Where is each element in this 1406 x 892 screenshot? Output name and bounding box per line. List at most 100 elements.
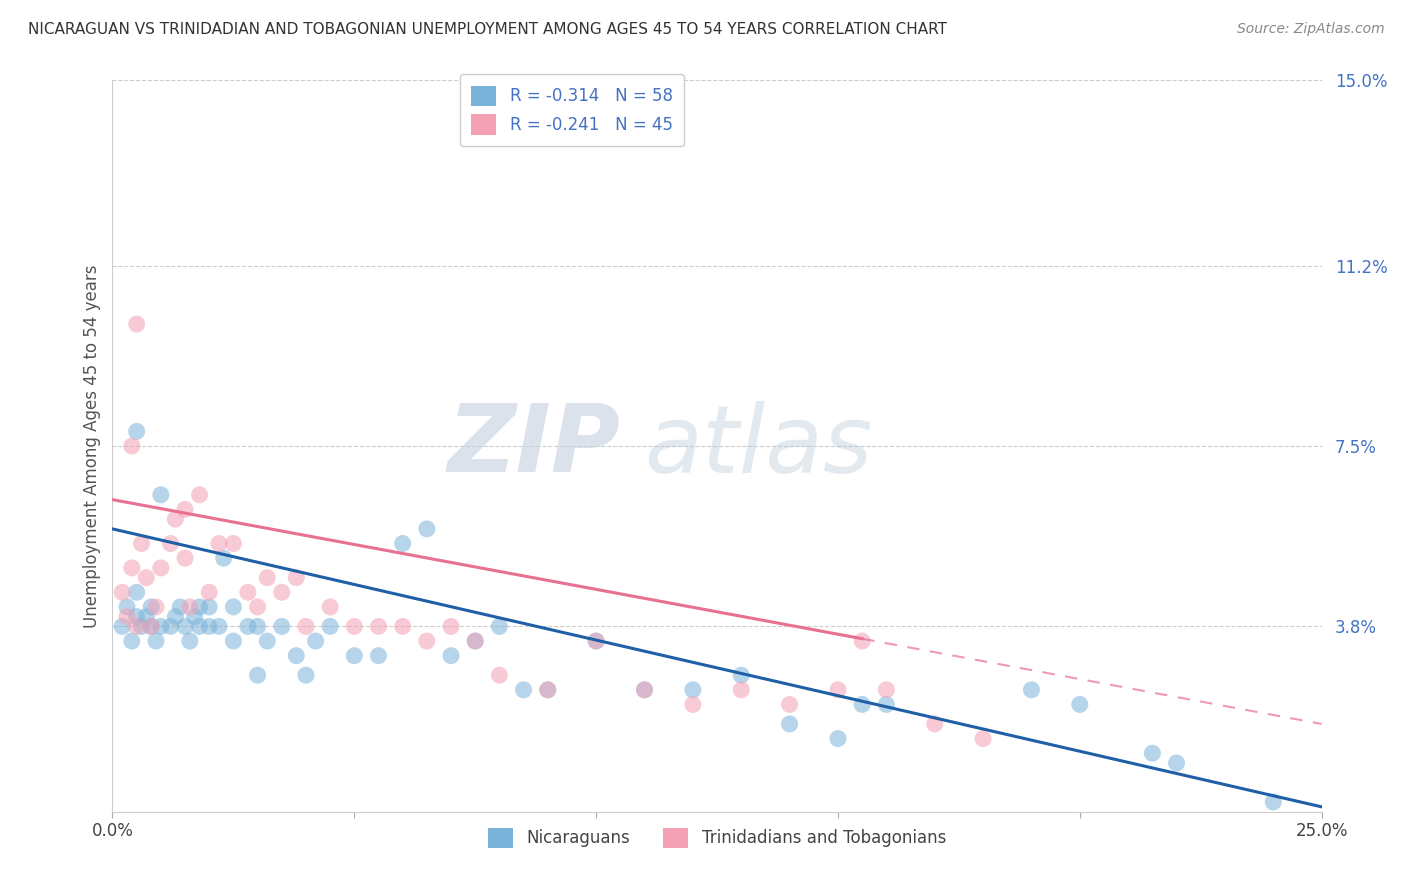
Point (924, 717, 946, 731)
Point (633, 682, 655, 697)
Point (174, 619, 197, 633)
Point (633, 682, 655, 697)
Legend: Nicaraguans, Trinidadians and Tobagonians: Nicaraguans, Trinidadians and Tobagonian… (481, 821, 953, 855)
Point (145, 634, 167, 648)
Point (145, 599, 167, 614)
Text: NICARAGUAN VS TRINIDADIAN AND TOBAGONIAN UNEMPLOYMENT AMONG AGES 45 TO 54 YEARS : NICARAGUAN VS TRINIDADIAN AND TOBAGONIAN… (28, 22, 948, 37)
Point (440, 619, 463, 633)
Point (149, 561, 172, 575)
Point (208, 619, 231, 633)
Point (246, 668, 269, 682)
Point (585, 634, 607, 648)
Point (188, 599, 211, 614)
Point (141, 599, 163, 614)
Point (537, 682, 560, 697)
Point (295, 619, 318, 633)
Point (285, 571, 308, 585)
Point (416, 522, 439, 536)
Point (875, 698, 897, 712)
Point (1069, 698, 1091, 712)
Point (391, 536, 413, 550)
Point (131, 619, 153, 633)
Point (367, 619, 389, 633)
Point (464, 634, 486, 648)
Point (179, 634, 201, 648)
Point (343, 648, 366, 663)
Point (141, 619, 163, 633)
Point (1142, 746, 1164, 760)
Point (149, 619, 172, 633)
Point (141, 619, 163, 633)
Point (222, 599, 245, 614)
Text: Source: ZipAtlas.com: Source: ZipAtlas.com (1237, 22, 1385, 37)
Point (165, 609, 187, 624)
Point (851, 698, 873, 712)
Point (488, 668, 510, 682)
Point (131, 536, 153, 550)
Point (488, 619, 510, 633)
Text: ZIP: ZIP (447, 400, 620, 492)
Point (256, 571, 278, 585)
Point (319, 599, 342, 614)
Point (115, 609, 138, 624)
Point (246, 599, 269, 614)
Point (440, 648, 463, 663)
Point (682, 682, 704, 697)
Point (367, 648, 389, 663)
Point (183, 609, 205, 624)
Point (208, 536, 231, 550)
Point (512, 682, 534, 697)
Point (319, 619, 342, 633)
Point (125, 317, 148, 331)
Point (464, 634, 486, 648)
Point (198, 599, 221, 614)
Y-axis label: Unemployment Among Ages 45 to 54 years: Unemployment Among Ages 45 to 54 years (83, 264, 101, 628)
Point (972, 731, 994, 746)
Point (188, 488, 211, 502)
Point (198, 619, 221, 633)
Point (125, 609, 148, 624)
Point (585, 634, 607, 648)
Point (304, 634, 326, 648)
Point (222, 634, 245, 648)
Point (285, 648, 308, 663)
Point (1021, 682, 1043, 697)
Point (236, 619, 259, 633)
Point (256, 634, 278, 648)
Point (827, 731, 849, 746)
Point (682, 698, 704, 712)
Point (121, 561, 143, 575)
Point (391, 619, 413, 633)
Point (188, 619, 211, 633)
Point (169, 599, 191, 614)
Point (779, 717, 801, 731)
Point (537, 682, 560, 697)
Point (343, 619, 366, 633)
Point (111, 585, 134, 599)
Point (212, 551, 235, 566)
Point (115, 599, 138, 614)
Point (174, 502, 197, 516)
Point (827, 682, 849, 697)
Point (416, 634, 439, 648)
Point (111, 619, 134, 633)
Point (125, 585, 148, 599)
Point (270, 619, 292, 633)
Point (875, 682, 897, 697)
Point (779, 698, 801, 712)
Point (1166, 756, 1188, 770)
Point (121, 439, 143, 453)
Point (295, 668, 318, 682)
Point (270, 585, 292, 599)
Point (149, 488, 172, 502)
Point (174, 551, 197, 566)
Point (125, 425, 148, 439)
Point (851, 634, 873, 648)
Text: atlas: atlas (644, 401, 873, 491)
Point (222, 536, 245, 550)
Point (125, 619, 148, 633)
Point (236, 585, 259, 599)
Point (730, 668, 752, 682)
Point (179, 599, 201, 614)
Point (159, 536, 181, 550)
